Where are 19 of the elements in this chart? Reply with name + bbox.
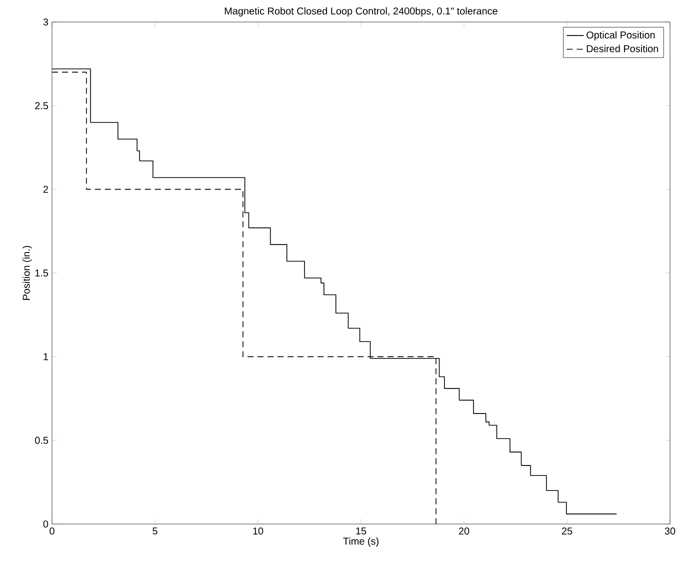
x-tick-label: 5 [152, 528, 158, 534]
legend-label: Desired Position [586, 44, 658, 52]
y-axis-title: Position (in.) [22, 246, 32, 300]
y-tick-label: 0.5 [35, 436, 48, 444]
x-tick-label: 10 [253, 528, 264, 535]
y-tick-label: 2.5 [35, 102, 48, 110]
y-tick-label: 1 [44, 353, 48, 360]
x-axis-title: Time (s) [343, 537, 378, 547]
legend-label: Optical Position [586, 31, 655, 40]
y-tick-label: 0 [43, 520, 48, 528]
x-tick-label: 25 [562, 528, 572, 535]
y-tick-label: 1.5 [35, 270, 48, 276]
x-tick-label: 20 [458, 528, 470, 535]
x-tick-label: 0 [50, 528, 54, 535]
y-tick-label: 2 [43, 186, 48, 193]
chart-title: Magnetic Robot Closed Loop Control, 2400bps, 0.1" tolerance [224, 7, 498, 16]
x-tick-label: 30 [664, 528, 676, 535]
y-tick-label: 3 [43, 18, 48, 26]
x-tick-label: 15 [356, 528, 366, 534]
